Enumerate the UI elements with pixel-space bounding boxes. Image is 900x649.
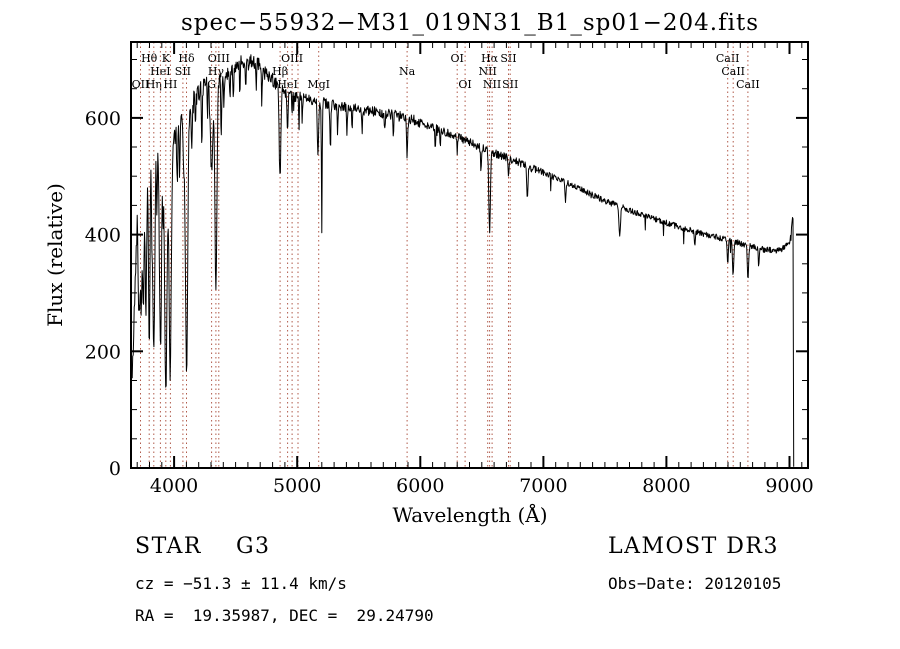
- y-tick-label: 0: [109, 458, 121, 480]
- spectral-marker-label: SII: [502, 78, 518, 91]
- spectral-marker-label: CaII: [736, 78, 760, 91]
- spectral-marker-label: Na: [399, 65, 416, 78]
- y-tick-label: 200: [85, 341, 121, 363]
- spectral-marker-label: CaII: [716, 52, 740, 65]
- spectral-marker-label: Hα: [481, 52, 499, 65]
- spectral-marker-label: SII: [175, 65, 191, 78]
- spectrum-layer: [131, 54, 795, 467]
- x-tick-label: 6000: [396, 475, 444, 497]
- x-axis-label: Wavelength (Å): [392, 502, 547, 527]
- spectral-marker-label: OIII: [208, 52, 230, 65]
- x-tick-label: 8000: [642, 475, 690, 497]
- spectral-marker-label: G: [207, 78, 216, 91]
- axis-frame: [130, 41, 809, 469]
- y-tick-label: 400: [85, 225, 121, 247]
- plot-title: spec−55932−M31_019N31_B1_sp01−204.fits: [181, 10, 759, 36]
- spectral-marker-label: HeI: [277, 78, 297, 91]
- ra-dec-text: RA = 19.35987, DEC = 29.24790: [135, 606, 434, 625]
- y-tick-label: 600: [85, 108, 121, 130]
- spectral-marker-label: Hβ: [272, 65, 288, 78]
- spectral-marker-label: OI: [458, 78, 471, 91]
- spectral-marker-layer: OIIHθHηHeIKHISIIHδGHγOIIIHβHeIOIIIMgINaO…: [132, 42, 760, 468]
- spectrum-path: [131, 54, 795, 467]
- spectral-marker-label: OII: [132, 78, 150, 91]
- spectral-marker-label: K: [162, 52, 171, 65]
- spectral-marker-label: HeI: [150, 65, 170, 78]
- spectral-marker-label: Hδ: [178, 52, 195, 65]
- spectral-marker-label: HI: [163, 78, 177, 91]
- spectral-marker-label: CaII: [721, 65, 745, 78]
- spectral-marker-label: Hγ: [208, 65, 225, 78]
- spectral-marker-label: Hθ: [141, 52, 158, 65]
- cz-text: cz = −51.3 ± 11.4 km/s: [135, 574, 347, 593]
- y-axis-label: Flux (relative): [43, 183, 67, 327]
- x-tick-label: 7000: [519, 475, 567, 497]
- x-tick-label: 4000: [150, 475, 198, 497]
- survey-text: LAMOST DR3: [608, 534, 779, 559]
- x-tick-label: 9000: [765, 475, 813, 497]
- spectral-marker-label: NII: [483, 78, 501, 91]
- obs-date-text: Obs−Date: 20120105: [608, 574, 781, 593]
- axes-layer: 4000 5000 6000 7000 8000 9000 0 200 400 600: [85, 41, 814, 497]
- spectral-marker-label: NII: [479, 65, 497, 78]
- classification-text: STAR G3: [135, 534, 271, 559]
- spectral-marker-label: Hη: [146, 78, 162, 91]
- x-tick-label: 5000: [273, 475, 321, 497]
- spectral-marker-label: OI: [451, 52, 464, 65]
- spectral-marker-label: MgI: [307, 78, 330, 91]
- spectral-marker-label: OIII: [281, 52, 303, 65]
- spectral-marker-label: SII: [500, 52, 516, 65]
